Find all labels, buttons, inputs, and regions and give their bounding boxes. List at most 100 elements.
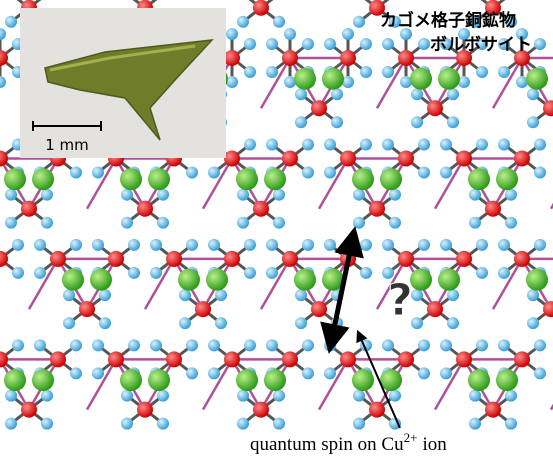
copper-atom [456, 150, 472, 167]
chlorine-atom [264, 369, 286, 392]
oxygen-atom [382, 339, 394, 352]
oxygen-atom [92, 367, 104, 380]
oxygen-atom [411, 116, 423, 129]
oxygen-atom [400, 76, 412, 88]
oxygen-atom [331, 116, 343, 129]
oxygen-atom [70, 367, 82, 380]
oxygen-atom [0, 28, 6, 40]
oxygen-atom [266, 339, 278, 352]
oxygen-atom [516, 76, 528, 88]
copper-atom [369, 200, 385, 217]
oxygen-atom [534, 138, 546, 151]
oxygen-atom [215, 289, 227, 302]
question-mark: ? [387, 275, 413, 326]
chlorine-atom [120, 168, 142, 191]
oxygen-atom [447, 289, 459, 302]
oxygen-atom [527, 116, 539, 129]
oxygen-atom [226, 28, 238, 40]
crystal-highlight [49, 44, 196, 72]
oxygen-atom [41, 389, 53, 402]
oxygen-atom [121, 389, 133, 402]
oxygen-atom [447, 317, 459, 330]
copper-atom [282, 351, 298, 368]
oxygen-atom [469, 216, 481, 229]
chlorine-atom [410, 268, 432, 291]
oxygen-atom [353, 417, 365, 430]
oxygen-atom [505, 417, 517, 430]
chlorine-atom [4, 369, 26, 392]
copper-atom [398, 50, 414, 66]
copper-atom [137, 200, 153, 217]
oxygen-atom [534, 166, 546, 179]
cu-bond [317, 358, 350, 411]
chlorine-atom [148, 369, 170, 392]
copper-atom [79, 301, 95, 318]
caption-suffix: ion [422, 434, 447, 455]
oxygen-atom [353, 188, 365, 201]
oxygen-atom [157, 417, 169, 430]
copper-atom [456, 50, 472, 66]
oxygen-atom [534, 38, 546, 50]
oxygen-atom [128, 266, 140, 279]
caption-superscript: 2+ [404, 430, 418, 445]
copper-atom [456, 250, 472, 267]
oxygen-atom [266, 266, 278, 279]
oxygen-atom [226, 76, 238, 88]
oxygen-atom [5, 216, 17, 229]
oxygen-atom [273, 216, 285, 229]
oxygen-atom [92, 166, 104, 179]
oxygen-atom [440, 238, 452, 251]
oxygen-atom [284, 76, 296, 88]
copper-atom [514, 351, 530, 368]
copper-atom [427, 301, 443, 318]
oxygen-atom [360, 38, 372, 50]
oxygen-atom [411, 289, 423, 302]
oxygen-atom [353, 389, 365, 402]
oxygen-atom [324, 38, 336, 50]
copper-atom [514, 50, 530, 66]
oxygen-atom [342, 28, 354, 40]
oxygen-atom [476, 138, 488, 151]
oxygen-atom [418, 138, 430, 151]
copper-atom [166, 351, 182, 368]
oxygen-atom [302, 138, 314, 151]
oxygen-atom [498, 339, 510, 352]
oxygen-atom [179, 317, 191, 330]
oxygen-atom [516, 28, 528, 40]
copper-atom [340, 50, 356, 66]
oxygen-atom [411, 88, 423, 101]
oxygen-atom [418, 367, 430, 380]
oxygen-atom [157, 389, 169, 402]
oxygen-atom [215, 317, 227, 330]
oxygen-atom [273, 417, 285, 430]
oxygen-atom [418, 38, 430, 50]
oxygen-atom [476, 238, 488, 251]
oxygen-atom [498, 238, 510, 251]
oxygen-atom [157, 188, 169, 201]
oxygen-atom [324, 166, 336, 179]
chlorine-atom [496, 369, 518, 392]
oxygen-atom [302, 238, 314, 251]
chlorine-atom [438, 67, 460, 90]
copper-atom [398, 351, 414, 368]
oxygen-atom [295, 289, 307, 302]
oxygen-atom [534, 367, 546, 380]
copper-atom [108, 250, 124, 267]
copper-atom [311, 100, 327, 117]
chlorine-atom [4, 168, 26, 191]
oxygen-atom [208, 367, 220, 380]
chlorine-atom [90, 268, 112, 291]
copper-atom [253, 401, 269, 418]
copper-atom [398, 150, 414, 167]
oxygen-atom [266, 66, 278, 78]
chlorine-atom [380, 168, 402, 191]
chlorine-atom [62, 268, 84, 291]
oxygen-atom [237, 216, 249, 229]
oxygen-atom [469, 389, 481, 402]
copper-atom [543, 301, 553, 318]
copper-atom [108, 351, 124, 368]
chlorine-atom [380, 369, 402, 392]
oxygen-atom [389, 417, 401, 430]
oxygen-atom [92, 339, 104, 352]
copper-atom [224, 50, 240, 66]
